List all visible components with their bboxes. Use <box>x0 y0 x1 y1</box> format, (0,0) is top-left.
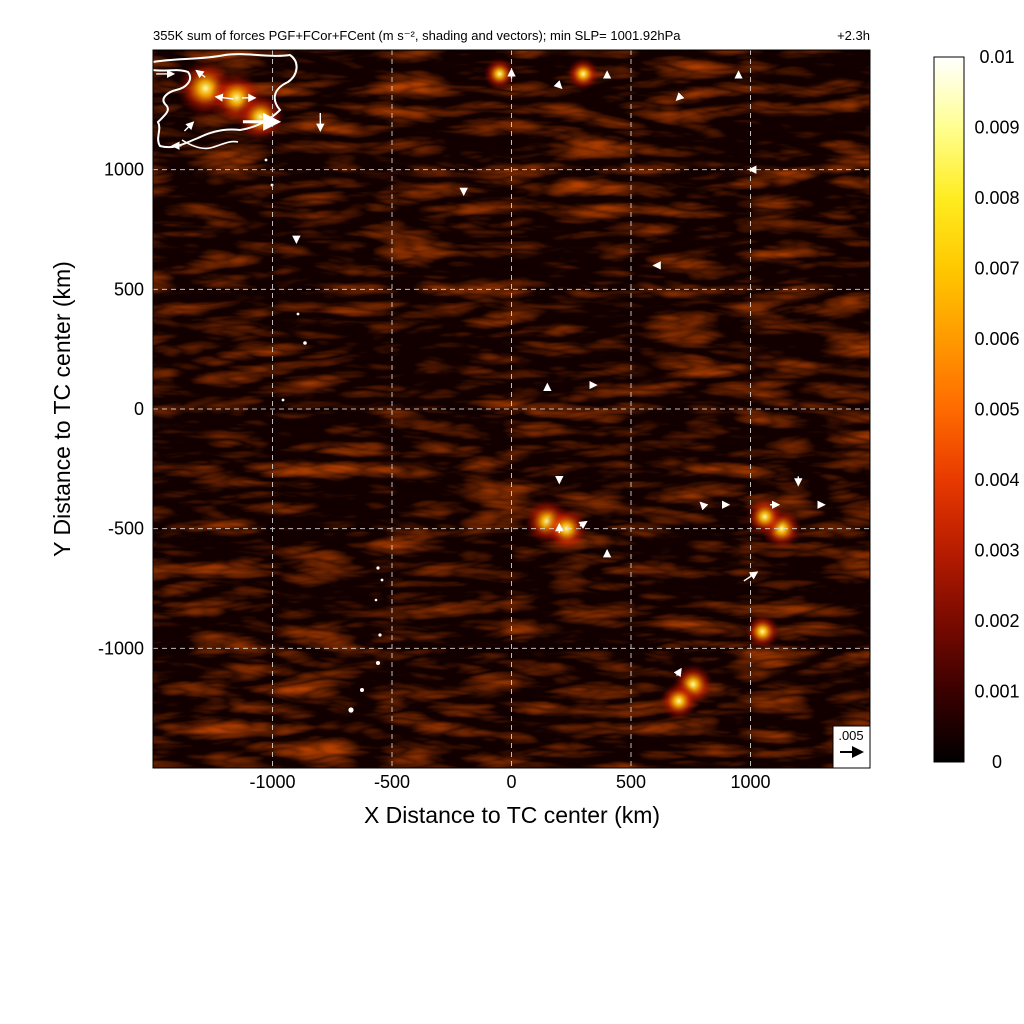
hotspot <box>745 497 785 536</box>
coastline-contour-inner <box>181 139 239 150</box>
colorbar-tick-label: 0 <box>992 752 1002 772</box>
hotspot <box>566 57 600 91</box>
hotspot <box>744 613 781 650</box>
y-tick-labels: -1000 -500 0 500 1000 <box>98 160 144 659</box>
y-tick-label: -500 <box>108 519 144 539</box>
colorbar-tick-label: 0.005 <box>974 400 1019 420</box>
vector-arrow <box>183 121 195 132</box>
island-dots <box>264 158 384 713</box>
colorbar-tick-label: 0.009 <box>974 118 1019 138</box>
x-tick-label: 500 <box>616 772 646 792</box>
coastline-contour <box>153 53 298 149</box>
colorbar-tick-label: 0.003 <box>974 541 1019 561</box>
colorbar-tick-label: 0.007 <box>974 259 1019 279</box>
y-axis-label: Y Distance to TC center (km) <box>49 261 75 557</box>
chart-title: 355K sum of forces PGF+FCor+FCent (m s⁻²… <box>153 28 681 43</box>
vector-arrow <box>578 520 588 530</box>
hotspot <box>544 506 589 551</box>
colorbar-tick-label: 0.001 <box>974 682 1019 702</box>
vector-arrow <box>675 92 685 102</box>
x-tick-labels: -1000 -500 0 500 1000 <box>249 772 770 792</box>
x-axis-label: X Distance to TC center (km) <box>364 802 660 828</box>
hotspot <box>483 57 516 91</box>
colorbar-tick-label: 0.002 <box>974 611 1019 631</box>
colorbar-tick-label: 0.01 <box>979 47 1014 67</box>
colorbar-tick-label: 0.008 <box>974 188 1019 208</box>
colorbar-tick-label: 0.004 <box>974 470 1019 490</box>
x-tick-label: -1000 <box>249 772 295 792</box>
y-tick-label: -1000 <box>98 638 144 658</box>
vector-arrow <box>743 571 759 582</box>
plot-frame <box>152 49 871 769</box>
vector-arrow <box>214 93 234 102</box>
x-tick-label: -500 <box>374 772 410 792</box>
y-tick-label: 500 <box>114 279 144 299</box>
colorbar-tick-label: 0.006 <box>974 329 1019 349</box>
hotspot <box>235 92 286 142</box>
vector-arrow <box>553 80 563 90</box>
vector-arrow <box>195 69 206 79</box>
time-label: +2.3h <box>837 28 870 43</box>
y-tick-label: 1000 <box>104 160 144 180</box>
reference-vector-label: .005 <box>838 728 863 743</box>
colorbar-tick-labels: 0 0.001 0.002 0.003 0.004 0.005 0.006 0.007 0.00… <box>974 47 1019 772</box>
x-tick-label: 0 <box>506 772 516 792</box>
vector-layer <box>156 68 826 678</box>
hotspot <box>659 681 698 721</box>
y-tick-label: 0 <box>134 399 144 419</box>
x-tick-label: 1000 <box>730 772 770 792</box>
reference-vector-key: .005 <box>832 725 871 769</box>
vector-arrow <box>699 501 709 511</box>
vector-arrow <box>673 667 682 678</box>
plot-texture <box>153 50 870 768</box>
colorbar <box>933 56 965 763</box>
